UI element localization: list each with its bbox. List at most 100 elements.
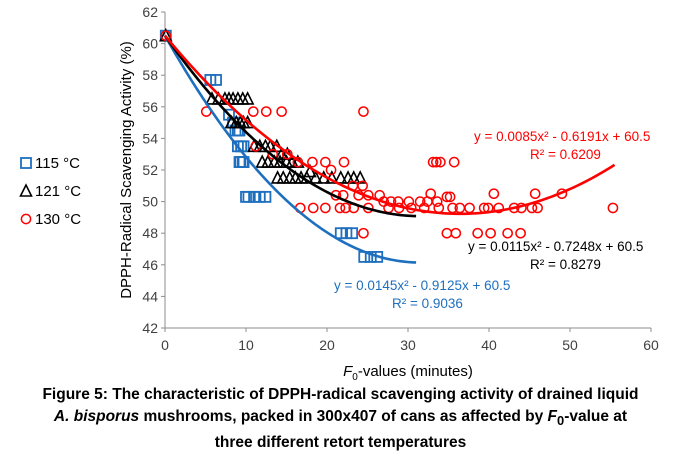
- data-point-circle: [427, 156, 439, 168]
- data-point-circle: [267, 148, 279, 160]
- trendline-triangle: [163, 34, 417, 218]
- data-point-triangle: [263, 138, 278, 153]
- data-point-circle: [431, 156, 442, 168]
- data-point-circle: [358, 106, 369, 117]
- trendline-equation: y = 0.0085x² - 0.6191x + 60.5: [474, 129, 650, 144]
- data-point-circle: [444, 191, 456, 203]
- trendline-square: [163, 35, 417, 264]
- data-point-circle: [532, 202, 543, 214]
- trendline-r-squared: R² = 0.8279: [530, 257, 601, 272]
- caption-f-symbol: F: [547, 408, 557, 425]
- y-tick-label: 42: [142, 320, 158, 336]
- data-point-square: [236, 156, 249, 169]
- data-point-circle: [307, 156, 318, 168]
- data-point-circle: [493, 202, 505, 214]
- trendline-r-squared: R² = 0.9036: [392, 296, 463, 311]
- data-point-circle: [448, 156, 460, 168]
- data-point-circle: [418, 202, 430, 214]
- caption-line-1: Figure 5: The characteristic of DPPH-rad…: [42, 386, 639, 403]
- trendline-equation: y = 0.0145x² - 0.9125x + 60.5: [334, 278, 510, 293]
- data-point-circle: [358, 227, 369, 239]
- y-tick-label: 48: [142, 225, 158, 241]
- data-point-circle: [276, 106, 287, 117]
- data-point-circle: [607, 202, 619, 214]
- data-point-triangle: [276, 170, 291, 184]
- data-point-circle: [441, 227, 453, 239]
- data-point-circle: [160, 30, 172, 42]
- data-point-circle: [441, 191, 453, 203]
- data-point-square: [210, 74, 222, 86]
- data-point-triangle: [346, 170, 361, 184]
- data-point-triangle: [303, 163, 317, 178]
- caption-line-3: three different retort temperatures: [214, 434, 467, 452]
- y-tick-label: 44: [142, 288, 158, 304]
- y-tick-label: 50: [142, 194, 158, 210]
- data-point-circle: [247, 106, 259, 117]
- data-point-square: [231, 140, 244, 153]
- legend-label: 115 °C: [35, 155, 80, 172]
- data-point-circle: [307, 202, 319, 214]
- legend-marker-square: [20, 157, 32, 169]
- data-point-circle: [450, 227, 462, 239]
- data-point-triangle: [270, 170, 285, 184]
- y-tick-label: 52: [142, 162, 158, 178]
- data-point-circle: [529, 188, 541, 200]
- caption-end: -value at: [564, 408, 628, 425]
- caption-line-2: A. bisporus mushrooms, packed in 300x407…: [0, 406, 681, 432]
- x-tick-label: 10: [238, 337, 254, 353]
- x-tick-label: 30: [400, 337, 416, 353]
- data-point-circle: [338, 156, 350, 168]
- data-point-circle: [320, 202, 331, 214]
- data-point-circle: [357, 180, 368, 192]
- y-tick-label: 56: [142, 99, 158, 115]
- data-point-circle: [334, 202, 346, 214]
- data-point-circle: [260, 106, 272, 117]
- data-point-circle: [464, 202, 475, 214]
- trendline-equation: y = 0.0115x² - 0.7248x + 60.5: [468, 239, 643, 254]
- x-tick-label: 60: [643, 337, 659, 353]
- x-tick-label: 40: [481, 337, 497, 353]
- x-tick-label: 0: [161, 337, 169, 353]
- data-point-circle: [431, 196, 443, 207]
- y-tick-label: 54: [142, 130, 158, 146]
- data-point-circle: [488, 188, 500, 200]
- x-tick-label: 20: [319, 337, 335, 353]
- data-point-triangle: [273, 154, 287, 168]
- legend-marker-triangle: [19, 183, 33, 197]
- y-tick-label: 60: [142, 36, 158, 52]
- trendline-r-squared: R² = 0.6209: [530, 147, 601, 162]
- figure-caption: Figure 5: The characteristic of DPPH-rad…: [0, 384, 681, 454]
- data-point-circle: [340, 202, 351, 214]
- data-point-circle: [320, 156, 331, 168]
- data-point-triangle: [261, 154, 275, 168]
- data-point-circle: [325, 164, 337, 176]
- data-point-triangle: [240, 114, 255, 129]
- x-axis-title: F0-values (minutes): [343, 363, 473, 380]
- y-tick-label: 62: [142, 4, 158, 20]
- data-point-square: [259, 190, 272, 203]
- data-point-circle: [433, 202, 445, 214]
- legend-label: 130 °C: [35, 211, 81, 228]
- data-point-circle: [403, 196, 415, 207]
- legend-marker-circle: [20, 213, 32, 225]
- data-point-circle: [435, 156, 446, 168]
- data-point-circle: [515, 227, 526, 239]
- caption-f-subscript: 0: [557, 413, 565, 429]
- y-tick-label: 46: [142, 257, 158, 273]
- data-point-circle: [502, 227, 513, 239]
- data-point-circle: [472, 227, 484, 239]
- chart: 42 44 46 48 50 52 54 56 58 60 62 0 10 20 30 40 50 60 F0-va…: [19, 4, 659, 380]
- y-axis-title: DPPH-Radical Scavenging Activity (%): [118, 41, 135, 299]
- caption-species: A. bisporus: [53, 408, 140, 425]
- data-point-triangle: [240, 91, 255, 105]
- data-point-circle: [281, 148, 293, 160]
- data-point-triangle: [353, 170, 368, 184]
- trendline-circle: [164, 34, 616, 216]
- data-point-circle: [425, 188, 437, 200]
- data-point-triangle: [308, 170, 323, 184]
- x-tick-label: 50: [562, 337, 578, 353]
- data-point-square: [346, 227, 359, 240]
- data-point-triangle: [333, 170, 348, 184]
- data-point-circle: [485, 227, 496, 239]
- data-point-triangle: [255, 154, 269, 168]
